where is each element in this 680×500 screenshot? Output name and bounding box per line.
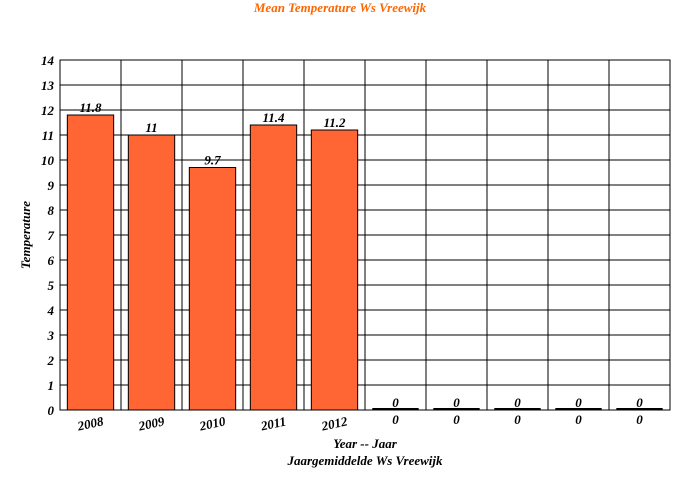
x-tick-label: 2011 (258, 414, 287, 434)
y-tick-label: 1 (48, 378, 55, 393)
bar (66, 114, 115, 411)
y-tick-label: 11 (42, 128, 54, 143)
y-tick-label: 10 (41, 153, 55, 168)
bar (310, 129, 359, 411)
y-tick-label: 6 (48, 253, 55, 268)
x-tick-label: 0 (392, 412, 399, 427)
x-tick-label: 2010 (197, 413, 227, 433)
data-label: 11.4 (262, 110, 285, 125)
y-tick-label: 4 (47, 303, 55, 318)
y-tick-label: 0 (48, 403, 55, 418)
x-tick-label: 2012 (319, 413, 349, 433)
x-axis-ticks: 2008 2009 2010 2011 2012 0 0 0 0 0 (75, 412, 643, 434)
y-tick-label: 7 (48, 228, 55, 243)
y-tick-label: 9 (48, 178, 55, 193)
y-tick-label: 3 (47, 328, 55, 343)
x-tick-label: 0 (514, 412, 521, 427)
data-labels: 11.8 11 9.7 11.4 11.2 0 0 0 0 0 (79, 100, 643, 410)
data-label: 11.2 (323, 115, 346, 130)
bar (188, 167, 237, 411)
data-label: 11 (145, 120, 157, 135)
x-axis-sublabel: Jaargemiddelde Ws Vreewijk (287, 453, 443, 468)
y-tick-label: 8 (48, 203, 55, 218)
x-tick-label: 0 (636, 412, 643, 427)
data-label: 0 (575, 395, 582, 410)
x-tick-label: 2008 (75, 413, 105, 433)
y-axis-label: Temperature (18, 201, 33, 269)
x-tick-label: 0 (575, 412, 582, 427)
y-tick-label: 5 (48, 278, 55, 293)
y-tick-label: 14 (41, 53, 55, 68)
y-tick-label: 13 (41, 78, 55, 93)
data-label: 0 (514, 395, 521, 410)
y-tick-label: 12 (41, 103, 55, 118)
x-axis-label: Year -- Jaar (333, 436, 397, 451)
data-label: 9.7 (204, 153, 221, 168)
chart-title: Mean Temperature Ws Vreewijk (253, 0, 427, 15)
x-tick-label: 0 (453, 412, 460, 427)
bars (66, 114, 663, 411)
bar (249, 124, 298, 411)
bar (127, 134, 176, 411)
data-label: 0 (453, 395, 460, 410)
data-label: 0 (392, 395, 399, 410)
data-label: 11.8 (79, 100, 102, 115)
x-tick-label: 2009 (136, 413, 166, 433)
data-label: 0 (636, 395, 643, 410)
y-tick-label: 2 (47, 353, 55, 368)
